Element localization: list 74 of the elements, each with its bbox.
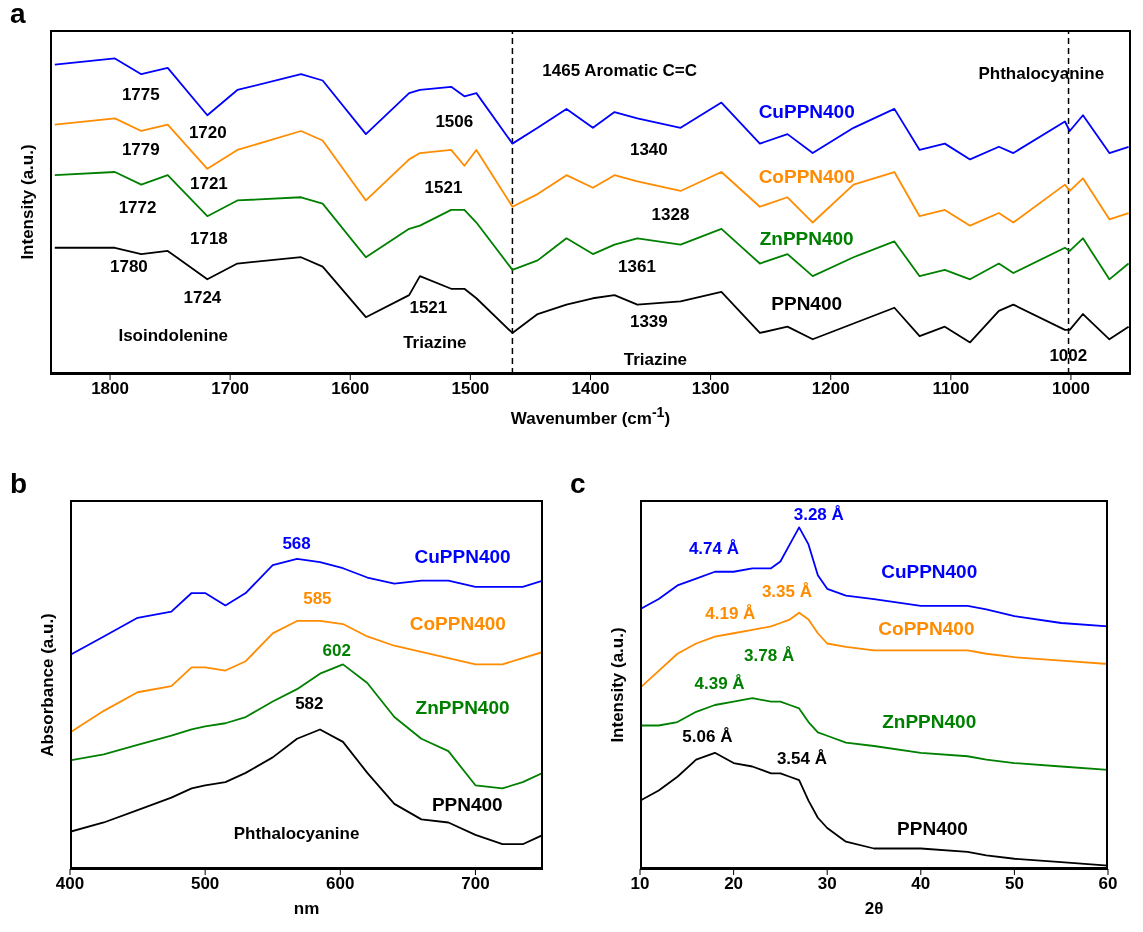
annotation: 1772: [118, 198, 157, 218]
x-tick-label: 1000: [1052, 379, 1090, 399]
annotation: 1720: [188, 122, 227, 142]
annotation: 1340: [629, 139, 668, 159]
series-label: CuPPN400: [414, 545, 511, 567]
series-label: CoPPN400: [878, 618, 975, 640]
series-label: CuPPN400: [881, 561, 978, 583]
series-label: PPN400: [897, 817, 968, 839]
y-axis-title: Intensity (a.u.): [608, 626, 628, 743]
x-tick-label: 30: [817, 874, 837, 894]
x-axis-title: Wavenumber (cm$^{-1}$): [510, 404, 671, 429]
series-label: CoPPN400: [758, 165, 855, 187]
x-tick-label: 1500: [451, 379, 490, 399]
annotation: 1328: [651, 205, 690, 225]
x-tick-label: 1700: [211, 379, 250, 399]
x-tick-label: 1300: [691, 379, 730, 399]
annotation: Triazine: [403, 332, 467, 352]
annotation: 1721: [189, 174, 228, 194]
annotation: 1361: [618, 256, 656, 276]
annotation: 1465 Aromatic C=C: [542, 60, 698, 80]
annotation: 1775: [121, 84, 160, 104]
x-tick-label: 1400: [571, 379, 610, 399]
annotation: 3.78 Å: [744, 646, 795, 666]
text: 3.28 Å: [793, 505, 844, 525]
annotation: 4.19 Å: [705, 603, 756, 623]
annotation: 1724: [183, 287, 222, 307]
annotation: 4.74 Å: [688, 538, 739, 558]
chart-title: b: [10, 468, 28, 500]
y-axis-title: Absorbance (a.u.): [38, 612, 58, 757]
annotation: Triazine: [623, 349, 688, 369]
annotation: 4.39 Å: [694, 673, 745, 693]
annotation: Phthalocyanine: [233, 823, 360, 843]
x-tick-label: 1800: [91, 379, 129, 399]
annotation: 1521: [424, 177, 463, 197]
series-label: ZnPPN400: [882, 710, 977, 732]
series-label: CuPPN400: [758, 100, 855, 122]
series-label: ZnPPN400: [759, 227, 854, 249]
annotation: 1779: [121, 139, 160, 159]
annotation: 582: [295, 694, 324, 714]
x-axis-title: 2θ: [864, 899, 884, 919]
chart-title: a: [10, 0, 26, 30]
annotation: 5.06 Å: [682, 727, 733, 747]
x-axis-title: nm: [293, 899, 320, 919]
x-tick-label: 10: [630, 874, 650, 894]
x-tick-label: 700: [461, 874, 490, 894]
annotation: 1521: [409, 298, 448, 318]
x-tick-label: 1200: [811, 379, 850, 399]
chart-title: c: [570, 468, 586, 500]
annotation: 1506: [435, 112, 474, 132]
x-tick-label: 50: [1004, 874, 1024, 894]
annotation: 3.35 Å: [761, 581, 812, 601]
annotation: 1780: [110, 256, 148, 276]
x-tick-label: 400: [55, 874, 85, 894]
y-axis-title: Intensity (a.u.): [18, 144, 38, 260]
series-label: PPN400: [771, 293, 843, 315]
annotation: Phthalocyanine: [978, 64, 1105, 84]
x-tick-label: 20: [724, 874, 744, 894]
annotation: 3.54 Å: [776, 748, 827, 768]
series-label: ZnPPN400: [415, 697, 510, 719]
annotation: 1002: [1049, 346, 1088, 366]
series-label: CoPPN400: [409, 613, 506, 635]
x-tick-label: 500: [190, 874, 220, 894]
x-tick-label: 1100: [932, 379, 970, 399]
x-tick-label: 1600: [331, 379, 370, 399]
x-tick-label: 60: [1098, 874, 1118, 894]
annotation: 1718: [189, 229, 228, 249]
x-tick-label: 40: [911, 874, 931, 894]
x-tick-label: 600: [326, 874, 355, 894]
annotation: 585: [303, 589, 332, 609]
annotation: 602: [322, 640, 351, 660]
annotation: 1339: [629, 311, 668, 331]
series-label: PPN400: [431, 794, 503, 816]
text: 568: [282, 533, 311, 553]
annotation: Isoindolenine: [118, 325, 229, 345]
